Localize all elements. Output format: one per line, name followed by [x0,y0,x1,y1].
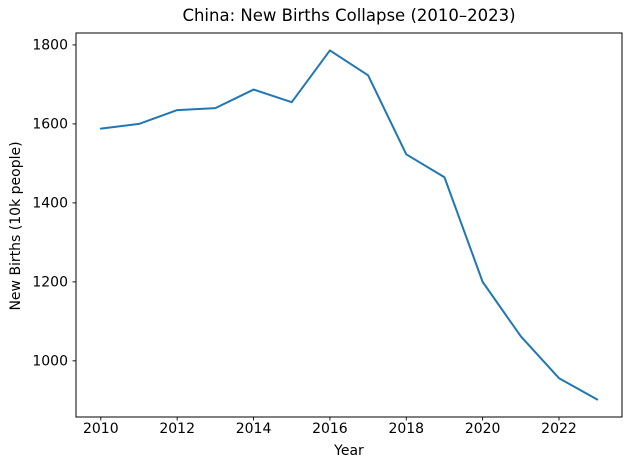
y-tick-label: 1400 [32,196,68,212]
y-tick-label: 1800 [32,38,68,54]
x-tick-label: 2022 [541,421,577,437]
x-tick-label: 2016 [312,421,348,437]
plot-spines [75,32,623,418]
plot-background [76,33,622,417]
x-tick-label: 2010 [83,421,119,437]
chart-title: China: New Births Collapse (2010–2023) [182,6,516,25]
x-tick-label: 2018 [388,421,424,437]
y-tick-label: 1200 [32,275,68,291]
x-tick-label: 2014 [236,421,272,437]
births-line-series [99,49,599,401]
y-tick-label: 1600 [32,117,68,133]
x-tick-label: 2020 [465,421,501,437]
y-tick-label: 1000 [32,354,68,370]
x-tick-label: 2012 [159,421,195,437]
x-axis-label: Year [334,443,364,459]
